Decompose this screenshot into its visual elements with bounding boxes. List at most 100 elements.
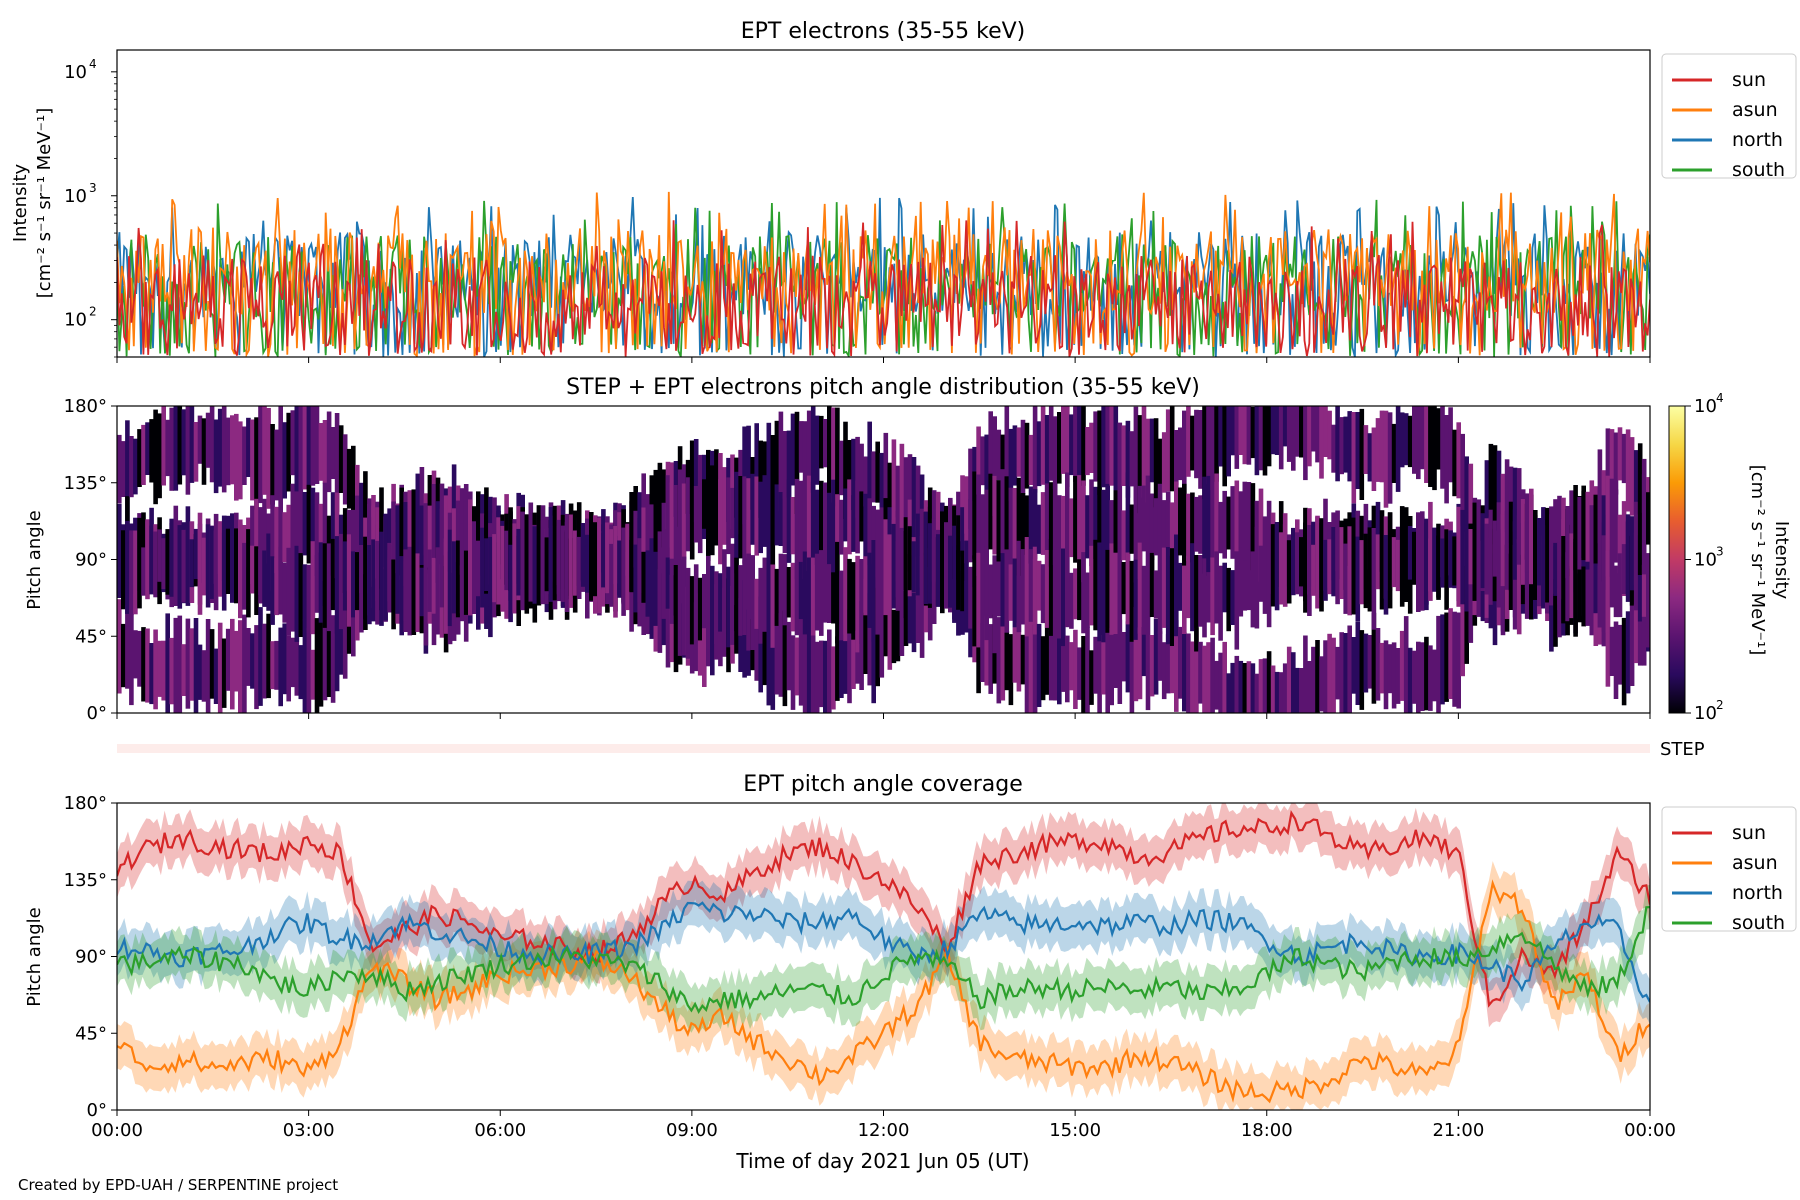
heatmap-cell (968, 448, 973, 529)
heatmap-cell (1085, 626, 1090, 713)
heatmap-cell (1210, 557, 1215, 636)
heatmap-cell (617, 540, 622, 596)
heatmap-cell (1048, 539, 1054, 636)
heatmap-cell (326, 624, 332, 697)
heatmap-cell (254, 625, 259, 710)
heatmap-cell (758, 481, 763, 554)
heatmap-cell (133, 530, 138, 615)
heatmap-cell (318, 542, 324, 623)
heatmap-cell (463, 501, 469, 571)
panel3-ylabel: Pitch angle (24, 907, 45, 1006)
heatmap-cell (1621, 544, 1627, 594)
heatmap-cell (407, 546, 413, 636)
heatmap-cell (609, 543, 614, 593)
heatmap-cell (270, 495, 275, 591)
heatmap-cell (270, 556, 275, 625)
heatmap-cell (911, 588, 917, 653)
heatmap-cell (141, 424, 146, 485)
heatmap-cell (395, 564, 400, 614)
heatmap-cell (1581, 490, 1586, 561)
heatmap-cell (1238, 547, 1244, 617)
y-tick-label: 10 (64, 310, 87, 331)
heatmap-cell (1629, 437, 1635, 516)
heatmap-cell (306, 484, 312, 564)
heatmap-cell (790, 413, 796, 486)
heatmap-cell (1335, 646, 1340, 700)
heatmap-cell (702, 574, 707, 629)
heatmap-cell (254, 546, 259, 615)
heatmap-cell (1040, 636, 1046, 701)
heatmap-cell (1585, 506, 1591, 562)
heatmap-cell (1262, 546, 1268, 614)
heatmap-cell (1605, 475, 1611, 577)
heatmap-cell (1218, 406, 1223, 467)
heatmap-cell (1169, 406, 1175, 492)
heatmap-cell (1061, 495, 1066, 575)
heatmap-cell (1117, 422, 1123, 484)
heatmap-cell (1452, 536, 1457, 586)
heatmap-cell (758, 440, 763, 518)
heatmap-cell (1008, 634, 1014, 706)
heatmap-cell (1061, 548, 1066, 647)
heatmap-cell (754, 578, 759, 629)
heatmap-cell (1524, 553, 1530, 619)
heatmap-cell (419, 505, 425, 565)
heatmap-cell (221, 638, 227, 708)
heatmap-cell (145, 628, 150, 703)
heatmap-cell (1061, 635, 1066, 692)
heatmap-cell (790, 497, 796, 555)
heatmap-cell (827, 492, 832, 566)
heatmap-cell (1323, 406, 1328, 457)
x-tick-label: 12:00 (858, 1120, 910, 1141)
heatmap-cell (1254, 673, 1260, 713)
heatmap-cell (157, 640, 162, 697)
heatmap-cell (125, 605, 130, 689)
heatmap-cell (488, 536, 493, 607)
heatmap-cell (952, 525, 957, 623)
heatmap-cell (786, 479, 792, 563)
heatmap-cell (217, 408, 223, 487)
heatmap-cell (1125, 420, 1131, 498)
heatmap-cell (242, 426, 247, 485)
heatmap-cell (1073, 568, 1078, 620)
heatmap-cell (1359, 408, 1365, 500)
heatmap-cell (286, 504, 291, 566)
heatmap-cell (827, 564, 832, 623)
heatmap-cell (1412, 650, 1417, 704)
heatmap-cell (1278, 532, 1284, 605)
heatmap-cell (1347, 526, 1352, 616)
heatmap-cell (730, 543, 735, 645)
heatmap-cell (1186, 406, 1191, 477)
heatmap-cell (1597, 489, 1603, 580)
heatmap-cell (1605, 428, 1611, 515)
heatmap-cell (859, 443, 864, 497)
heatmap-cell (1210, 637, 1215, 713)
heatmap-cell (1161, 547, 1167, 628)
heatmap-cell (1040, 492, 1046, 555)
heatmap-cell (1153, 498, 1159, 556)
x-tick-label: 18:00 (1241, 1120, 1293, 1141)
heatmap-cell (1355, 412, 1361, 489)
heatmap-cell (1641, 474, 1647, 575)
heatmap-cell (911, 457, 917, 556)
heatmap-cell (782, 431, 788, 499)
heatmap-cell (1327, 410, 1332, 460)
heatmap-cell (621, 527, 626, 605)
heatmap-cell (363, 536, 368, 630)
heatmap-cell (1012, 488, 1018, 580)
heatmap-cell (746, 478, 751, 558)
heatmap-cell (1101, 634, 1106, 695)
heatmap-cell (758, 596, 763, 693)
heatmap-cell (960, 550, 965, 612)
heatmap-cell (177, 615, 183, 713)
heatmap-cell (823, 553, 828, 623)
panel3-legend: sun asun north south (1661, 806, 1797, 934)
heatmap-cell (766, 610, 772, 706)
heatmap-cell (839, 570, 844, 641)
heatmap-cell (1222, 490, 1227, 559)
panel-coverage: EPT pitch angle coverage 0° 45° 90° 135° 180… (24, 772, 1797, 1173)
panel3-xlabel: Time of day 2021 Jun 05 (UT) (735, 1149, 1029, 1173)
heatmap-cell (806, 557, 812, 633)
heatmap-cell (1012, 627, 1018, 683)
heatmap-cell (1020, 493, 1026, 576)
